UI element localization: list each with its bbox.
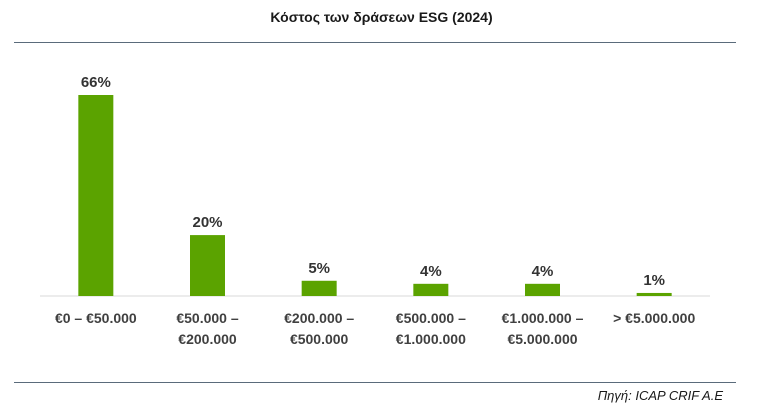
category-label-3-1: €1.000.000 bbox=[396, 331, 466, 347]
bar-0 bbox=[78, 95, 114, 296]
data-label-4: 4% bbox=[532, 263, 554, 280]
category-label-4-1: €5.000.000 bbox=[507, 331, 577, 347]
bottom-divider bbox=[14, 382, 736, 383]
data-label-1: 20% bbox=[192, 214, 222, 231]
data-label-2: 5% bbox=[308, 260, 330, 277]
source-note: Πηγή: ICAP CRIF A.E bbox=[597, 388, 723, 403]
chart-title: Κόστος των δράσεων ESG (2024) bbox=[270, 9, 493, 25]
data-label-5: 1% bbox=[643, 272, 665, 289]
category-label-4-0: €1.000.000 – bbox=[502, 310, 584, 326]
bar-chart: 66% €0 – €50.000 20% €50.000 – €200.000 5% €20… bbox=[40, 74, 710, 347]
category-label-5-0: > €5.000.000 bbox=[613, 310, 695, 326]
category-label-1-0: €50.000 – bbox=[176, 310, 238, 326]
category-label-2-1: €500.000 bbox=[290, 331, 349, 347]
category-label-3-0: €500.000 – bbox=[396, 310, 466, 326]
data-label-0: 66% bbox=[81, 74, 111, 91]
bar-2 bbox=[301, 280, 337, 296]
category-label-2-0: €200.000 – bbox=[284, 310, 354, 326]
bar-5 bbox=[636, 292, 672, 296]
category-label-1-1: €200.000 bbox=[178, 331, 237, 347]
data-label-3: 4% bbox=[420, 263, 442, 280]
category-label-0-0: €0 – €50.000 bbox=[55, 310, 137, 326]
bar-1 bbox=[190, 235, 225, 296]
bar-4 bbox=[525, 283, 560, 296]
top-divider bbox=[14, 42, 736, 43]
bar-3 bbox=[413, 283, 449, 296]
